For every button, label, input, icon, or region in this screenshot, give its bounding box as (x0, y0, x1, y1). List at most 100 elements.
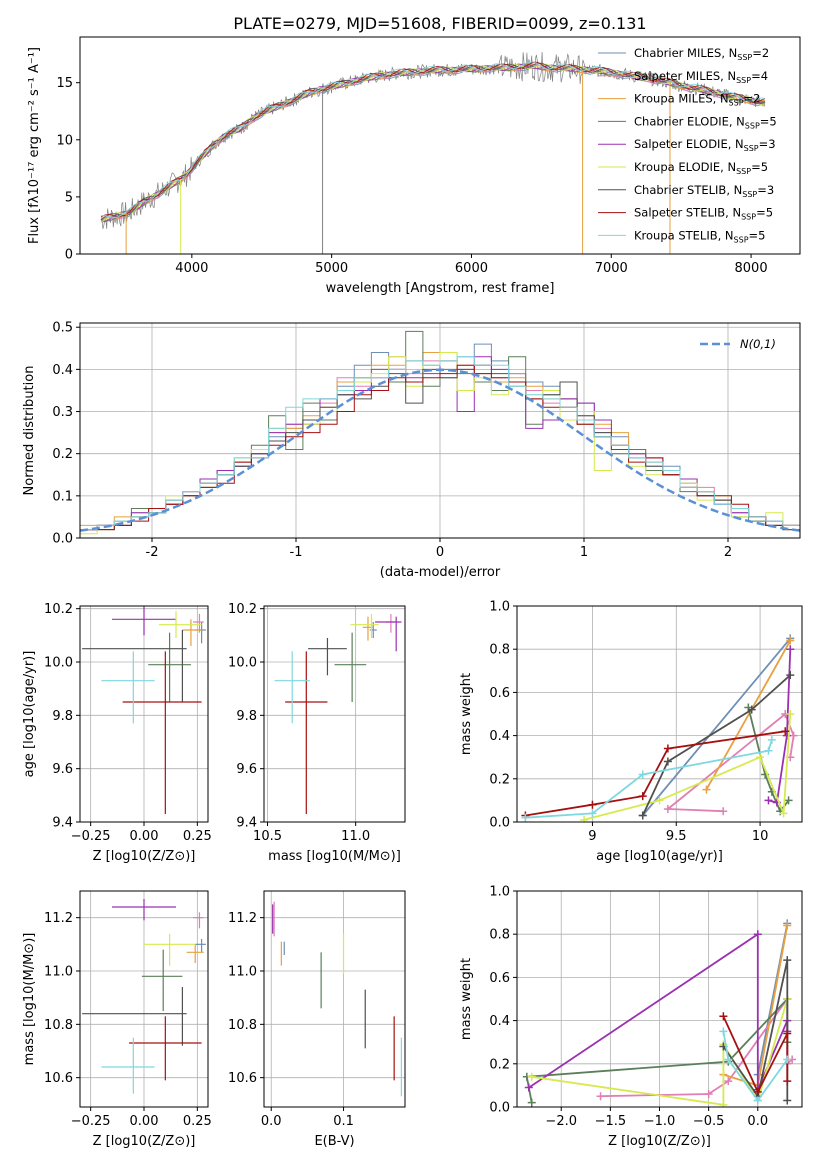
mass-weight-vs-metallicity-ytick-label: 0.0 (489, 1101, 510, 1116)
mass-weight-marker (655, 796, 664, 805)
legend-label: Chabrier STELIB, NSSP=3 (634, 183, 774, 199)
mass-weight-line (722, 1031, 789, 1103)
mass-weight-marker (753, 1096, 762, 1105)
legend-label: Salpeter MILES, NSSP=4 (634, 69, 768, 85)
mass-weight-marker (767, 735, 776, 744)
errorbar-point (141, 949, 183, 1011)
errorbar-point (112, 899, 176, 921)
spectrum-xtick-label: 6000 (455, 261, 488, 276)
mass-weight-line (642, 637, 791, 817)
legend-label: Kroupa MILES, NSSP=2 (634, 92, 760, 108)
mass-weight-vs-metallicity-ytick-label: 0.4 (489, 1014, 510, 1029)
age-vs-metallicity-xtick-label: 0.25 (183, 829, 212, 844)
mass-vs-metallicity-xlabel: Z [log10(Z/Z⊙)] (93, 1134, 196, 1149)
errorbar-point (122, 651, 202, 814)
age-vs-metallicity-ytick-label: 10.0 (44, 656, 73, 671)
mass-weight-vs-metallicity-xtick-label: −1.0 (644, 1114, 676, 1129)
errorbar-point (385, 614, 395, 633)
errorbar-point (195, 939, 206, 953)
errorbar-point (186, 944, 204, 963)
mass-weight-marker (663, 805, 672, 814)
spectrum-model-line (100, 63, 766, 223)
mass-weight-marker (786, 645, 795, 654)
residual-histogram-xlabel: (data-model)/error (380, 565, 501, 580)
mass-weight-marker (521, 813, 530, 822)
errorbar-point (129, 1016, 202, 1081)
errorbar-point (144, 933, 196, 966)
mass-weight-marker (588, 800, 597, 809)
mass-vs-extinction-xtick-label: 0.0 (261, 1114, 282, 1129)
age-vs-metallicity-ytick-label: 9.8 (52, 709, 73, 724)
errorbar-point (101, 651, 155, 724)
mass-vs-extinction-plot-area (272, 901, 402, 1097)
errorbar-point (112, 606, 176, 636)
mass-weight-line (768, 649, 792, 804)
age-vs-metallicity-xtick-label: 0.00 (130, 829, 159, 844)
mass-weight-marker (786, 710, 795, 718)
mass-weight-line (705, 640, 792, 791)
mass-weight-marker (783, 921, 792, 930)
spectrum-ytick-label: 5 (65, 190, 73, 205)
spectrum-xtick-label: 7000 (595, 261, 628, 276)
age-vs-mass-xtick-label: 10.5 (253, 829, 282, 844)
errorbar-point (182, 619, 202, 646)
age-vs-metallicity-xlabel: Z [log10(Z/Z⊙)] (93, 849, 196, 864)
mass-weight-vs-metallicity-ytick-label: 0.2 (489, 1057, 510, 1072)
mass-weight-vs-metallicity-ylabel: mass weight (459, 958, 474, 1040)
mass-weight-vs-age-frame (516, 605, 803, 823)
age-vs-metallicity-ytick-label: 10.2 (44, 602, 73, 617)
mass-vs-extinction-xlabel: E(B-V) (314, 1134, 354, 1149)
mass-weight-vs-metallicity-xlabel: Z [log10(Z/Z⊙)] (608, 1134, 711, 1149)
mass-weight-vs-age-plot-area (521, 634, 798, 822)
mass-weight-marker (724, 1077, 733, 1086)
residual-histogram-plot-area (80, 330, 800, 538)
mass-vs-metallicity-xtick-label: 0.00 (130, 1114, 159, 1129)
mass-weight-marker (764, 796, 773, 805)
spectrum-ytick-label: 10 (56, 133, 73, 148)
mass-weight-marker (753, 930, 762, 939)
mass-weight-marker (638, 811, 647, 820)
figure-title: PLATE=0279, MJD=51608, FIBERID=0099, z=0… (233, 14, 646, 33)
mass-weight-vs-age-ytick-label: 0.4 (489, 729, 510, 744)
age-vs-metallicity-ylabel: age [log10(age/yr)] (22, 651, 37, 778)
mass-vs-metallicity-plot-area (82, 899, 206, 1094)
spectrum-panel: 4000 5000 6000 7000 8000 0 5 10 15 wavelength [An… (27, 36, 801, 296)
mass-weight-marker (724, 1055, 733, 1064)
spectrum-xtick-label: 8000 (735, 261, 768, 276)
mass-weight-vs-age-xlabel: age [log10(age/yr)] (596, 849, 723, 864)
mass-vs-metallicity-ytick-label: 10.6 (44, 1071, 73, 1086)
residual-histogram-ytick-label: 0.1 (52, 489, 73, 504)
residual-histogram-xtick-label: 2 (724, 545, 732, 560)
age-vs-mass-ytick-label: 9.4 (236, 816, 257, 831)
residual-histogram-ytick-label: 0.4 (52, 363, 73, 378)
spectrum-ytick-label: 15 (56, 76, 73, 91)
residual-histogram-ytick-label: 0.3 (52, 405, 73, 420)
mass-vs-metallicity-ytick-label: 11.0 (44, 965, 73, 980)
mass-weight-vs-age-xtick-label: 10 (752, 829, 769, 844)
histogram-step-line (80, 356, 800, 538)
mass-weight-marker (638, 792, 647, 801)
mass-weight-marker (764, 746, 773, 755)
mass-weight-vs-metallicity-xtick-label: −2.0 (545, 1114, 577, 1129)
age-vs-mass-ytick-label: 9.8 (236, 709, 257, 724)
age-vs-mass-xlabel: mass [log10(M/M⊙)] (268, 849, 401, 864)
residual-histogram-xtick-label: -2 (146, 545, 159, 560)
mass-vs-extinction-frame (263, 890, 406, 1108)
mass-weight-marker (719, 1012, 728, 1021)
spectrum-legend: Chabrier MILES, NSSP=2 Salpeter MILES, NS… (598, 46, 777, 244)
residual-histogram-xtick-label: 0 (436, 545, 444, 560)
mass-weight-line (641, 674, 791, 816)
mass-weight-marker (756, 753, 765, 762)
mass-weight-vs-metallicity-xtick-label: −1.5 (595, 1114, 627, 1129)
legend-label: Chabrier ELODIE, NSSP=5 (634, 114, 777, 130)
age-vs-mass-ytick-label: 10.0 (228, 656, 257, 671)
mass-vs-metallicity-frame (79, 890, 209, 1108)
mass-vs-metallicity-xtick-label: 0.25 (183, 1114, 212, 1129)
age-vs-metallicity-plot-area (82, 606, 206, 814)
errorbar-point (274, 651, 310, 724)
age-vs-metallicity-xtick-label: −0.25 (71, 829, 111, 844)
mass-weight-vs-metallicity-panel: −2.0 −1.5 −1.0 −0.5 0.0 0.0 0.2 0.4 0.6 0.8 1.0 Z [… (459, 885, 803, 1149)
mass-weight-vs-age-ytick-label: 1.0 (489, 600, 510, 615)
errorbar-point (158, 611, 202, 638)
mass-weight-vs-metallicity-ytick-label: 1.0 (489, 885, 510, 900)
